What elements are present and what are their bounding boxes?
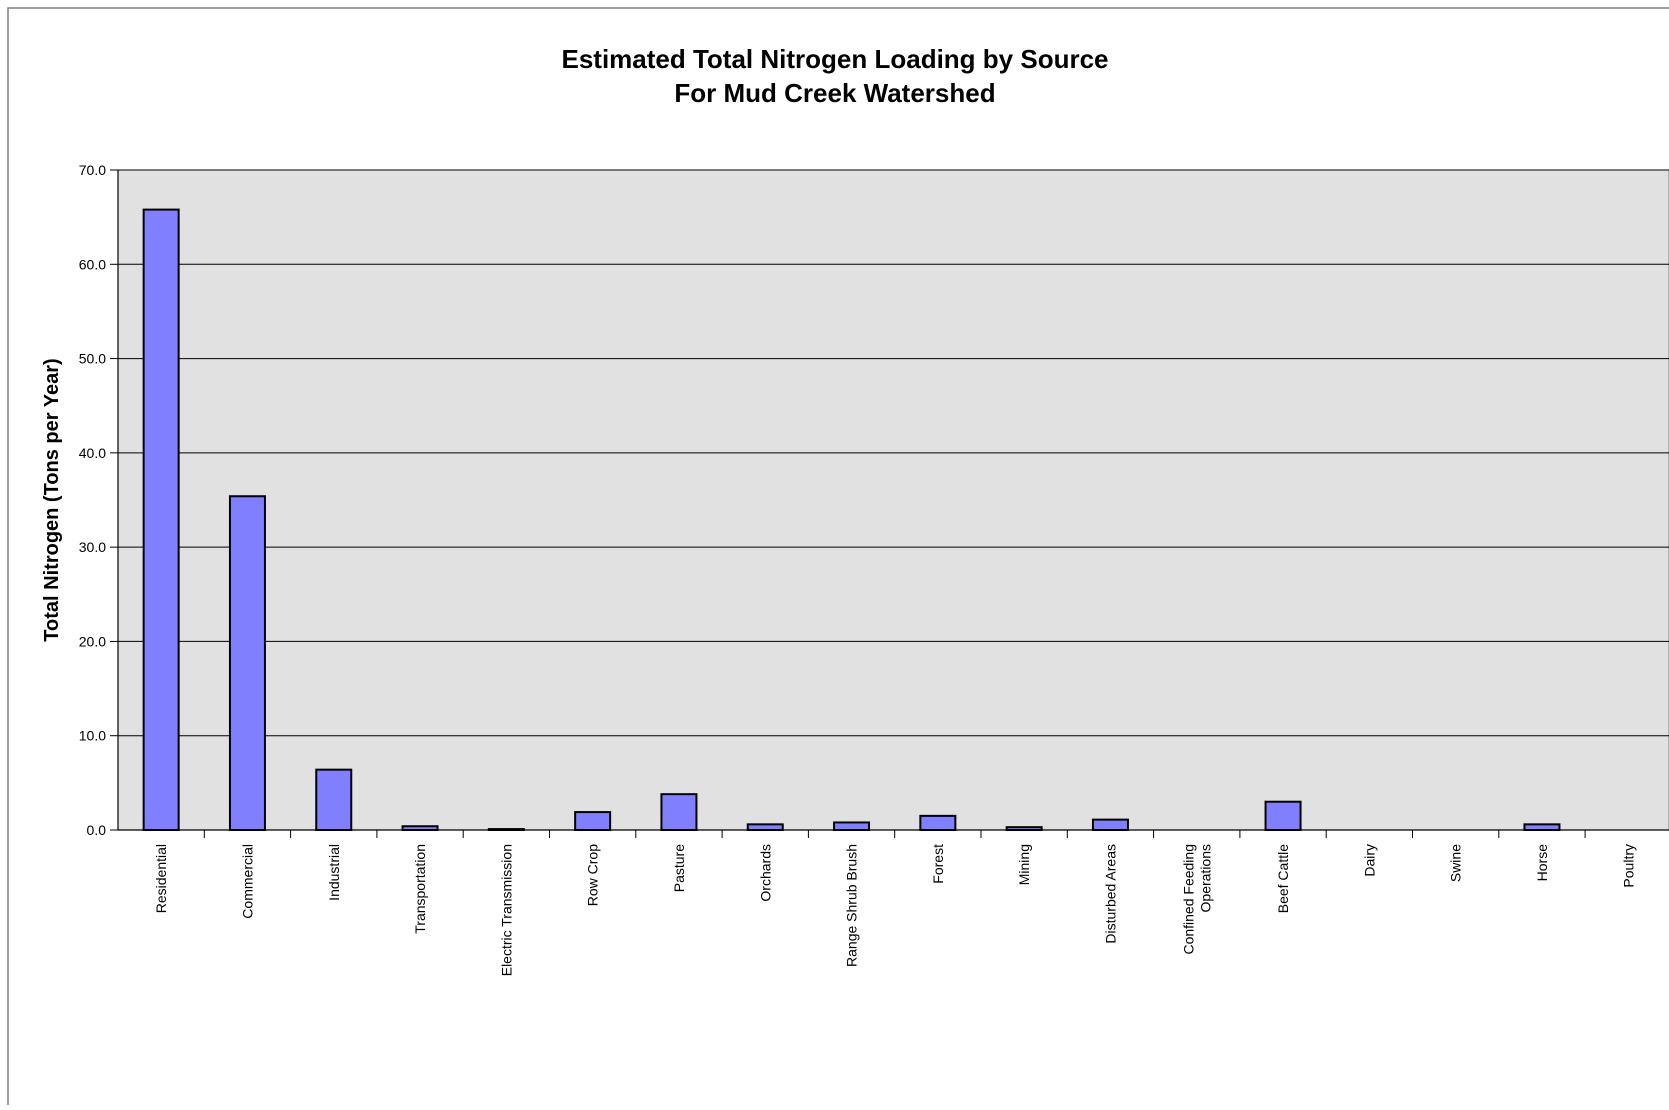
x-tick-label-line: Dairy [1361, 844, 1377, 877]
x-tick-label-line: Forest [930, 844, 946, 884]
y-tick-labels: 0.0 10.0 20.0 30.0 40.0 50.0 60.0 70.0 [79, 162, 106, 838]
bar [574, 811, 612, 831]
y-tick-label: 40.0 [79, 445, 106, 461]
x-tick-label-line: Horse [1534, 844, 1550, 882]
plot-area [117, 169, 1669, 831]
y-tick-label: 60.0 [79, 256, 106, 272]
x-tick-label: Orchards [757, 844, 773, 902]
x-tick-label-line: Orchards [757, 844, 773, 902]
bar [228, 495, 266, 831]
chart-title-line-1: Estimated Total Nitrogen Loading by Sour… [561, 44, 1108, 74]
bar [919, 814, 957, 831]
x-tick-label: Dairy [1361, 844, 1377, 877]
x-tick-label-line: Residential [153, 844, 169, 913]
y-tick-label: 10.0 [79, 728, 106, 744]
x-tick-label-line: Row Crop [585, 844, 601, 906]
x-tick-labels: Residential Commercial Industrial Transport… [153, 844, 1636, 976]
x-tick-label: Disturbed Areas [1102, 844, 1118, 944]
y-axis-label: Total Nitrogen (Tons per Year) [41, 358, 63, 641]
x-tick-label: Row Crop [585, 844, 601, 906]
x-tick-label: Range Shrub Brush [844, 844, 860, 967]
bar [1523, 823, 1561, 831]
x-tick-label-line: Pasture [671, 844, 687, 892]
x-tick-label: Transportation [412, 844, 428, 934]
x-tick-label-line: Mining [1016, 844, 1032, 885]
x-tick-label-line: Beef Cattle [1275, 844, 1291, 913]
gridlines [118, 169, 1669, 737]
bar [833, 821, 871, 832]
x-tick-label: Beef Cattle [1275, 844, 1291, 913]
x-tick-label-line: Commercial [239, 844, 255, 919]
x-tick-label-line: Operations [1197, 844, 1213, 912]
bar [315, 768, 353, 832]
x-tick-label-line: Swine [1448, 844, 1464, 882]
x-tick-label: Commercial [239, 844, 255, 919]
y-tick-label: 30.0 [79, 539, 106, 555]
x-tick-label-line: Electric Transmission [498, 844, 514, 976]
x-tick-label: Forest [930, 844, 946, 884]
x-tick-label: Residential [153, 844, 169, 913]
x-tick-label-line: Range Shrub Brush [844, 844, 860, 967]
x-tick-label: Mining [1016, 844, 1032, 885]
x-tick-label-line: Disturbed Areas [1102, 844, 1118, 944]
chart-border [7, 7, 1669, 1105]
bar [1264, 800, 1302, 832]
x-tick-label: Confined Feeding Operations [1180, 844, 1213, 955]
x-tick-label: Horse [1534, 844, 1550, 882]
axes [110, 169, 1669, 838]
x-tick-label: Swine [1448, 844, 1464, 882]
bar [1091, 818, 1129, 832]
x-tick-label: Poultry [1620, 844, 1636, 888]
x-tick-label-line: Transportation [412, 844, 428, 934]
bar [142, 208, 180, 832]
x-tick-label: Industrial [326, 844, 342, 901]
y-tick-label: 50.0 [79, 351, 106, 367]
chart-title-line-2: For Mud Creek Watershed [674, 78, 995, 108]
x-tick-label: Pasture [671, 844, 687, 892]
y-tick-label: 20.0 [79, 633, 106, 649]
x-tick-label-line: Industrial [326, 844, 342, 901]
x-tick-label: Electric Transmission [498, 844, 514, 976]
y-tick-label: 70.0 [79, 162, 106, 178]
bar [660, 793, 698, 832]
y-tick-label: 0.0 [87, 822, 107, 838]
bar [746, 823, 784, 831]
x-tick-label-line: Poultry [1620, 844, 1636, 888]
x-tick-label-line: Confined Feeding [1180, 844, 1196, 955]
